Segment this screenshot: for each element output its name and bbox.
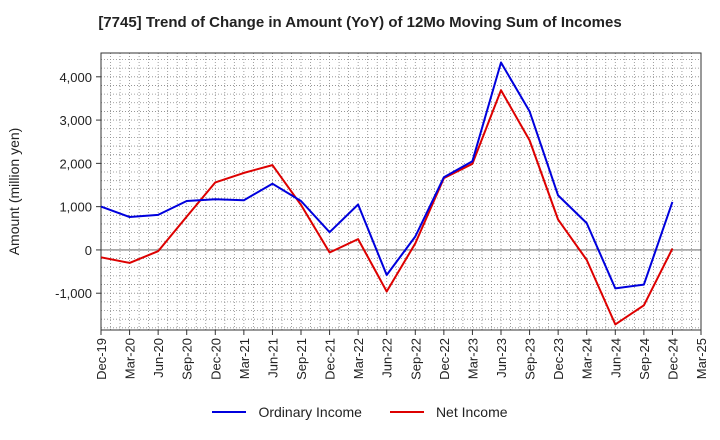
y-tick-label: -1,000: [55, 286, 92, 301]
y-tick-label: 0: [85, 243, 92, 258]
x-tick-label: Jun-24: [608, 338, 623, 378]
legend-label-ordinary-income: Ordinary Income: [258, 404, 362, 420]
x-tick-label: Jun-22: [380, 338, 395, 378]
x-tick-label: Sep-24: [637, 338, 652, 380]
x-tick-label: Sep-20: [180, 338, 195, 380]
x-tick-label: Mar-24: [580, 338, 595, 379]
x-tick-label: Dec-23: [551, 338, 566, 380]
x-tick-label: Dec-19: [94, 338, 109, 380]
x-tick-label: Jun-20: [151, 338, 166, 378]
plot-frame: [100, 52, 702, 331]
x-tick-label: Sep-21: [294, 338, 309, 380]
x-tick-label: Jun-21: [265, 338, 280, 378]
x-tick-label: Dec-21: [323, 338, 338, 380]
legend-item-net-income: Net Income: [389, 404, 508, 420]
legend-swatch-net-income: [389, 411, 424, 413]
x-tick-label: Mar-25: [694, 338, 709, 379]
legend-swatch-ordinary-income: [212, 411, 247, 413]
y-axis-label: Amount (million yen): [6, 128, 22, 256]
x-tick-label: Dec-24: [665, 338, 680, 380]
x-tick-label: Mar-23: [465, 338, 480, 379]
legend-label-net-income: Net Income: [435, 404, 508, 420]
x-tick-label: Dec-20: [208, 338, 223, 380]
legend: Ordinary Income Net Income: [0, 404, 720, 420]
x-tick-label: Mar-22: [351, 338, 366, 379]
chart-title: [7745] Trend of Change in Amount (YoY) o…: [98, 14, 622, 31]
y-tick-label: 4,000: [59, 70, 92, 85]
x-tick-label: Sep-22: [408, 338, 423, 380]
x-tick-label: Sep-23: [523, 338, 538, 380]
y-tick-label: 1,000: [59, 200, 92, 215]
x-tick-label: Mar-20: [123, 338, 138, 379]
plot-area: [101, 53, 701, 330]
series-line-net-income: [100, 89, 674, 326]
x-tick-label: Mar-21: [237, 338, 252, 379]
legend-item-ordinary-income: Ordinary Income: [212, 404, 362, 420]
y-tick-label: 3,000: [59, 113, 92, 128]
series-line-ordinary-income: [100, 61, 674, 290]
x-tick-label: Dec-22: [437, 338, 452, 380]
x-tick-label: Jun-23: [494, 338, 509, 378]
y-tick-label: 2,000: [59, 156, 92, 171]
